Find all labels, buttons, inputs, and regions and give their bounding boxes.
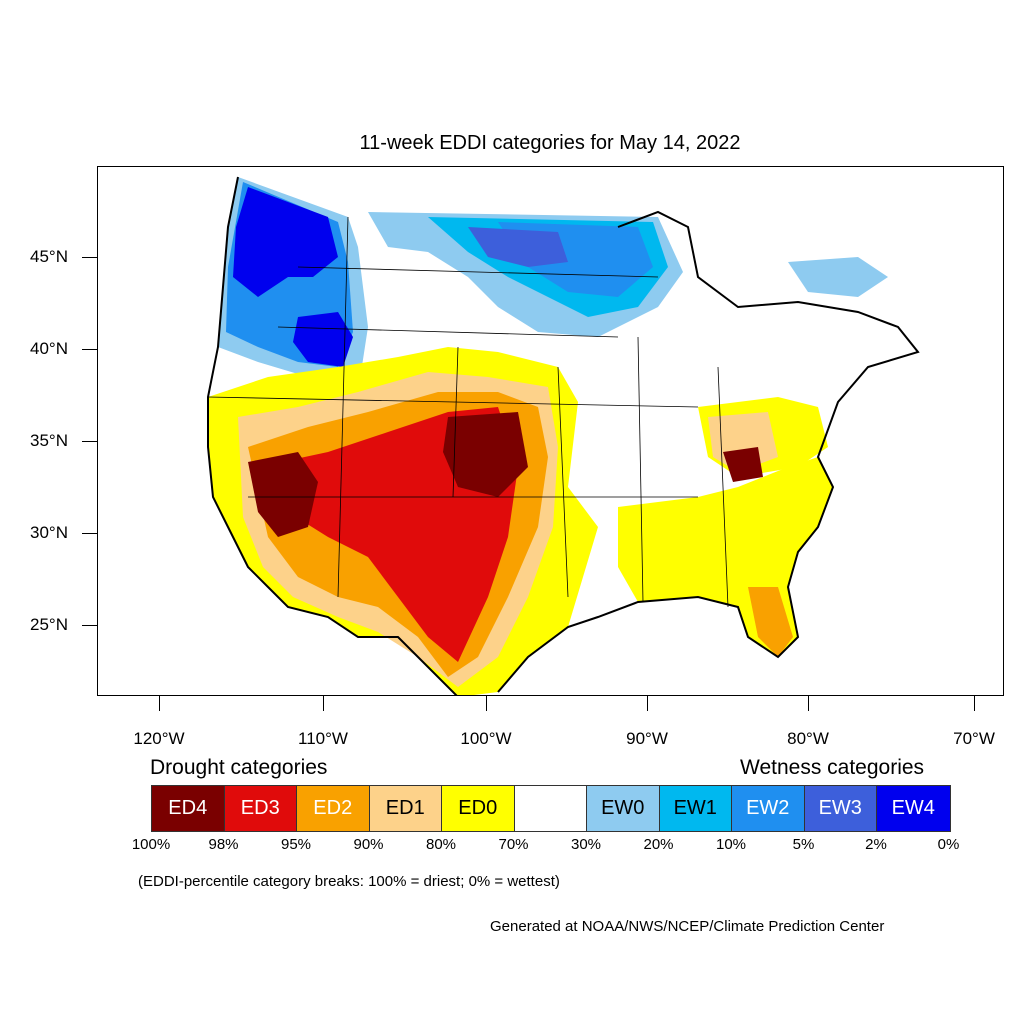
legend-swatch-ed1: ED1 [369,786,442,831]
legend-break-label: 5% [792,836,815,853]
x-tick-110w: 110°W [298,729,348,748]
gulf-coast [497,210,920,693]
x-tick-mark [486,696,487,711]
drought-heading: Drought categories [150,756,328,779]
x-tick-80w: 80°W [787,729,829,748]
x-tick-mark [159,696,160,711]
legend-swatch-ew2: EW2 [732,786,805,831]
legend-break-label: 20% [643,836,674,853]
x-tick-70w: 70°W [953,729,995,748]
legend-break-label: 95% [280,836,312,853]
nw-wet-ew4 [233,187,338,297]
sw-dry-ed4a [248,452,318,537]
x-tick-mark [323,696,324,711]
legend-swatch-ew0: EW0 [587,786,660,831]
nw-wet-ew4b [293,312,353,367]
legend-swatch-ed4: ED4 [152,786,225,831]
coastline [207,176,458,695]
legend-break-label: 0% [937,836,960,853]
legend-swatch-ew3: EW3 [804,786,877,831]
wetness-heading: Wetness categories [740,756,925,779]
y-tick-mark [82,441,97,442]
y-tick-45n: 45°N [30,247,68,266]
legend-break-label: 70% [498,836,529,853]
sw-dry-ed4b [443,412,528,497]
legend-swatch-ew4: EW4 [877,786,950,831]
ne-wet-ew0 [788,257,888,297]
eddi-map [207,176,920,695]
legend-swatch-ed0: ED0 [442,786,515,831]
y-tick-mark [82,257,97,258]
legend-swatch-ew1: EW1 [659,786,732,831]
y-tick-35n: 35°N [30,431,68,450]
x-tick-mark [808,696,809,711]
legend-break-label: 90% [353,836,384,853]
y-tick-mark [82,625,97,626]
y-tick-25n: 25°N [30,615,68,634]
state-lines [207,216,729,608]
legend-swatch-ed2: ED2 [297,786,370,831]
category-note: (EDDI-percentile category breaks: 100% =… [138,873,560,890]
legend-break-label: 80% [425,836,457,853]
y-tick-40n: 40°N [30,339,68,358]
y-tick-mark [82,349,97,350]
legend-bar: ED4 ED3 ED2 ED1 ED0 EW0 EW1 EW2 EW3 EW4 [151,785,951,832]
legend-break-label: 30% [570,836,602,853]
legend-swatch-neutral [514,786,587,831]
legend-break-label: 98% [208,836,239,853]
legend-break-label: 10% [715,836,747,853]
se-dry-ed4 [723,447,763,482]
legend-break-label: 100% [131,836,171,853]
y-tick-30n: 30°N [30,523,68,542]
x-tick-mark [974,696,975,711]
fl-dry-ed1 [748,587,793,657]
x-tick-90w: 90°W [626,729,668,748]
credit-line: Generated at NOAA/NWS/NCEP/Climate Predi… [490,918,885,935]
x-tick-120w: 120°W [133,729,185,748]
np-wet-ew3 [468,227,568,267]
legend-swatch-ed3: ED3 [224,786,297,831]
x-tick-100w: 100°W [460,729,512,748]
legend-break-label: 2% [865,836,887,853]
x-tick-mark [647,696,648,711]
map-title: 11-week EDDI categories for May 14, 2022 [359,132,741,154]
map-panel [97,166,1004,696]
y-tick-mark [82,533,97,534]
